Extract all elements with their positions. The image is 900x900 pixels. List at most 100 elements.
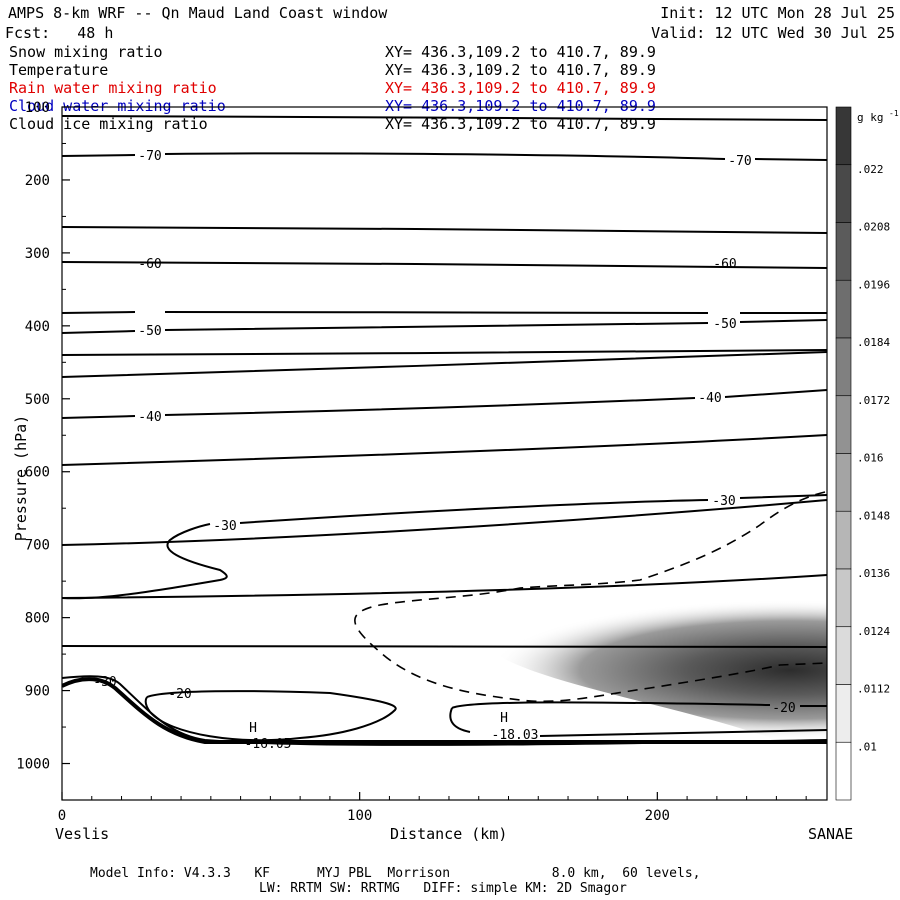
y-tick-label: 700 (25, 538, 50, 554)
contour-label: -70 (728, 154, 751, 169)
contour-line (62, 261, 827, 269)
colorbar-unit: g kg (857, 111, 884, 124)
contour-line (449, 707, 827, 737)
contour-label: -30 (712, 494, 735, 509)
colorbar-swatch (835, 510, 852, 570)
contour-label: -60 (713, 257, 736, 272)
x-tick-label: 0 (58, 808, 66, 824)
field-label: Cloud water mixing ratio (9, 97, 226, 115)
field-label: Rain water mixing ratio (9, 79, 217, 97)
forecast-hour: Fcst: 48 h (5, 24, 114, 42)
contour-label: -30 (213, 519, 236, 534)
colorbar-swatch (835, 222, 852, 281)
colorbar-label: .0112 (857, 683, 890, 696)
contour-label: -60 (138, 257, 161, 272)
pressure-minimum-marker: H (249, 721, 257, 736)
init-time: Init: 12 UTC Mon 28 Jul 25 (660, 4, 895, 22)
contour-line (62, 152, 827, 161)
colorbar-swatch (835, 279, 852, 339)
cloud-water-contour (354, 491, 827, 703)
plot-title: AMPS 8-km WRF -- Qn Maud Land Coast wind… (8, 4, 388, 22)
field-coords: XY= 436.3,109.2 to 410.7, 89.9 (385, 115, 656, 133)
model-info-line2: LW: RRTM SW: RRTMG DIFF: simple KM: 2D S… (259, 881, 627, 896)
y-tick-label: 500 (25, 392, 50, 408)
y-axis: 100 200 300 400 500 600 700 800 900 1000 (16, 100, 70, 801)
field-label: Temperature (9, 61, 109, 79)
contour-label: -50 (138, 324, 161, 339)
colorbar-swatch (835, 741, 852, 801)
contour-label: -40 (698, 391, 721, 406)
contour-line (62, 523, 228, 600)
contour-label: -20 (772, 701, 795, 716)
y-tick-label: 600 (25, 465, 50, 481)
pressure-minimum-marker: H (500, 711, 508, 726)
colorbar-label: .0208 (857, 221, 890, 234)
colorbar-label: .01 (857, 740, 877, 753)
y-tick-label: 200 (25, 173, 50, 189)
contour-label: -70 (138, 149, 161, 164)
contour-line (62, 389, 827, 419)
contour-labels: -70 -70 -60 -60 -50 -50 -40 -40 -30 -30 -20 -20 -30 H… (93, 149, 795, 752)
y-tick-label: 100 (25, 100, 50, 116)
y-tick-label: 800 (25, 611, 50, 627)
x-left-station: Veslis (55, 825, 110, 843)
contour-label: -40 (138, 410, 161, 425)
contour-line (144, 690, 397, 742)
field-coords: XY= 436.3,109.2 to 410.7, 89.9 (385, 61, 656, 79)
x-tick-label: 100 (347, 808, 372, 824)
contour-label: -50 (713, 317, 736, 332)
colorbar-label: .016 (857, 452, 884, 465)
colorbar: .022 .0208 .0196 .0184 .0172 .016 .0148 .0136 .0… (835, 106, 899, 801)
colorbar-swatch (835, 568, 852, 628)
temperature-contours (62, 115, 827, 746)
contour-line (62, 574, 827, 599)
contour-line (62, 351, 827, 378)
contour-line (62, 349, 827, 356)
colorbar-swatch (835, 395, 852, 454)
plot-frame (61, 106, 828, 801)
surface-terrain (62, 677, 827, 744)
model-info-line1: Model Info: V4.3.3 KF MYJ PBL Morrison 8… (90, 866, 701, 881)
colorbar-label: .022 (857, 163, 884, 176)
colorbar-swatch (835, 164, 852, 223)
colorbar-swatch (835, 684, 852, 743)
contour-line (451, 701, 827, 709)
pressure-minimum-value: -16.05 (245, 737, 292, 752)
colorbar-label: .0172 (857, 394, 890, 407)
contour-label: -30 (93, 675, 116, 690)
contour-line (62, 115, 827, 121)
contour-line (62, 226, 827, 234)
contour-line (62, 311, 827, 314)
field-label: Snow mixing ratio (9, 43, 163, 61)
y-tick-label: 1000 (16, 757, 50, 773)
y-tick-label: 400 (25, 319, 50, 335)
y-tick-label: 300 (25, 246, 50, 262)
colorbar-label: .0184 (857, 336, 890, 349)
y-tick-label: 900 (25, 684, 50, 700)
contour-line (62, 434, 827, 466)
cloud-ice-shading (484, 555, 827, 760)
colorbar-label: .0136 (857, 567, 890, 580)
colorbar-label: .0148 (857, 509, 890, 522)
plot-area (62, 115, 827, 760)
colorbar-swatch (835, 337, 852, 397)
x-tick-label: 200 (645, 808, 670, 824)
field-coords: XY= 436.3,109.2 to 410.7, 89.9 (385, 97, 656, 115)
x-axis: 0 100 200 (58, 792, 807, 824)
contour-line (62, 319, 827, 334)
y-axis-label: Pressure (hPa) (12, 414, 31, 542)
colorbar-swatch (835, 106, 852, 166)
field-coords: XY= 436.3,109.2 to 410.7, 89.9 (385, 43, 656, 61)
x-axis-label: Distance (km) (390, 825, 508, 843)
valid-time: Valid: 12 UTC Wed 30 Jul 25 (651, 24, 895, 42)
colorbar-unit-exponent: -1 (889, 109, 899, 118)
colorbar-label: .0196 (857, 278, 890, 291)
field-label: Cloud ice mixing ratio (9, 115, 208, 133)
colorbar-swatch (835, 453, 852, 512)
colorbar-label: .0124 (857, 625, 890, 638)
contour-label: -20 (168, 687, 191, 702)
colorbar-swatch (835, 626, 852, 685)
pressure-minimum-value: -18.03 (492, 728, 539, 743)
